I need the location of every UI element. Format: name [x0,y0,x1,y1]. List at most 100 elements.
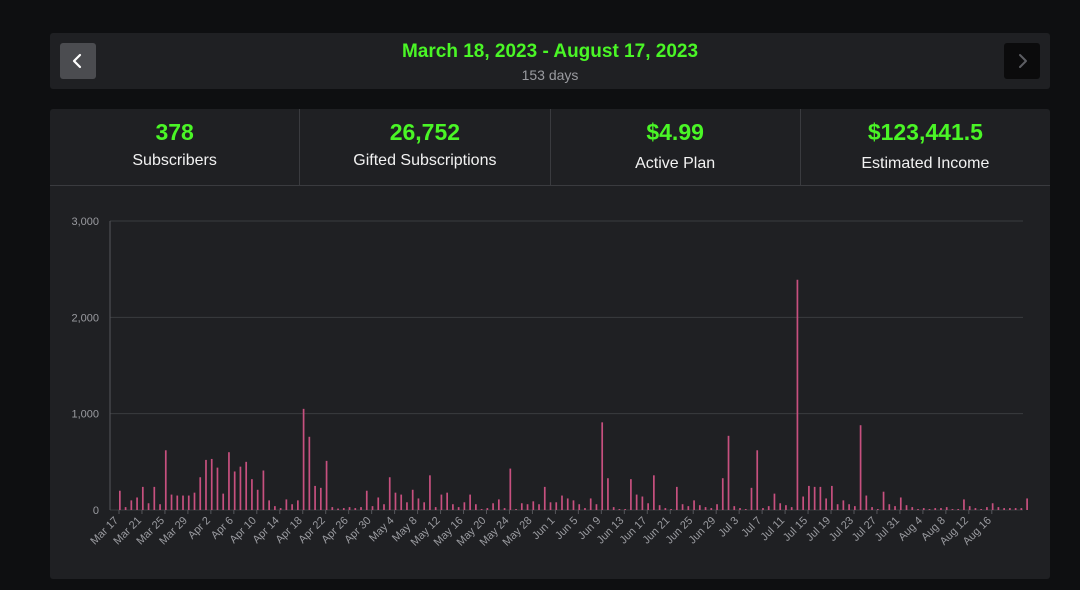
chart-bar [348,507,351,510]
chart-bar [526,504,529,510]
chart-bar [342,508,345,510]
chevron-left-icon [72,53,82,69]
chart-bar [957,509,960,510]
chart-bar [262,470,265,510]
chevron-right-icon [1019,54,1027,68]
chart-bar [934,508,937,510]
x-tick-label: Jul 27 [850,515,879,544]
x-tick-label: Jul 31 [873,515,902,544]
chart-bar [492,503,494,510]
previous-range-button[interactable] [60,43,96,79]
chart-bar [170,494,173,510]
chart-bar [968,506,971,510]
chart-bar [963,499,965,510]
chart-bar [785,505,787,510]
chart-bar [233,471,236,510]
chart-bar [607,478,609,510]
chart-bar [406,502,408,510]
chart-bar [411,489,414,510]
chart-bar [268,500,270,510]
chart-bar [601,422,604,510]
x-tick-label: Jul 11 [759,515,788,544]
chart-bar [319,487,322,510]
stat-estimated-income: $123,441.5 Estimated Income [801,109,1050,185]
chart-bar [618,509,621,510]
stats-row: 378 Subscribers 26,752 Gifted Subscripti… [50,109,1050,186]
chart-bar [808,485,810,510]
chart-bar [641,496,644,510]
stat-value: 378 [155,119,194,145]
chart-bar [865,495,868,510]
chart-bar [687,506,690,510]
chart-bar [664,508,667,510]
chart-bar [279,508,282,510]
chart-bar [980,509,983,510]
chart-bar [727,435,730,510]
x-tick-label: Jul 19 [804,515,833,544]
date-range-title: March 18, 2023 - August 17, 2023 [401,41,699,62]
chart-bar [595,504,598,510]
stat-label: Subscribers [132,152,217,169]
chart-bar [831,485,833,510]
chart-bar [285,499,288,510]
stat-label: Estimated Income [861,155,990,172]
next-range-button[interactable] [1004,43,1040,79]
chart-bar [653,475,655,510]
chart-bar [164,450,167,510]
chart-bar [756,450,759,510]
chart-bar [1020,508,1023,510]
x-tick-label: Aug 4 [896,515,925,544]
stat-active-plan: $4.99 Active Plan [551,109,801,185]
chart-bar [819,486,822,510]
chart-bar [176,495,179,510]
chart-bar [911,507,914,510]
chart-bar [951,509,954,510]
chart-bar [245,461,248,510]
stat-subscribers: 378 Subscribers [50,109,301,185]
chart-bar [899,497,902,510]
chart-bar [423,502,426,510]
chart-bar [463,502,466,510]
chart-bar [365,490,368,510]
chart-bar [216,467,219,510]
chart-bar [986,507,988,510]
chart-bar [744,509,747,510]
chart-bar [630,479,632,510]
chart-bar [388,477,391,510]
chart-bar [928,509,931,510]
chart-bar [739,508,741,510]
chart-bar [302,408,305,510]
chart-bar [670,509,672,510]
chart-bar [452,504,454,510]
chart-bar [767,506,770,510]
stat-value: $4.99 [646,119,704,145]
x-tick-label: Apr 30 [342,515,373,546]
chart-bar [991,503,994,510]
chart-bar [675,486,678,510]
chart-bar [572,500,575,510]
chart-bar [124,507,127,510]
x-tick-label: Jul 23 [827,515,856,544]
chart-bar [251,479,253,510]
chart-bar [882,491,885,510]
chart-bar [469,494,471,510]
chart-bar [509,468,512,510]
chart-bar [141,486,144,510]
chart-bar [876,509,879,510]
chart-bar [555,502,558,510]
chart-bar [658,505,661,510]
chart-bar [561,495,563,510]
chart-bar [647,503,649,510]
chart-bar [693,500,695,510]
chart-bar [205,459,207,510]
chart-bar [446,492,449,510]
x-tick-label: May 4 [367,515,397,545]
chart-bar [520,503,523,510]
chart-bar [796,279,799,510]
stat-gifted-subscriptions: 26,752 Gifted Subscriptions [300,109,551,185]
stat-label: Gifted Subscriptions [353,152,497,169]
chart-bar [848,504,850,510]
chart-bar [429,475,431,510]
chart-bar [222,493,225,510]
